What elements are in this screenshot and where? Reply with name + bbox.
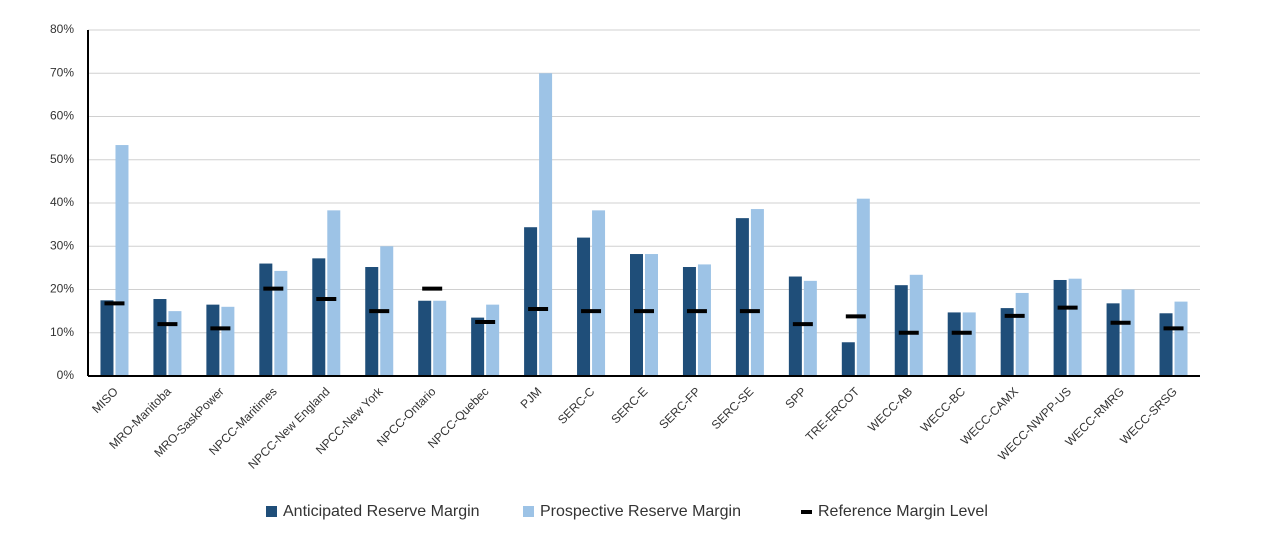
legend-label: Reference Margin Level [818, 503, 988, 520]
bar [947, 312, 961, 376]
bar [433, 300, 447, 376]
bar [803, 280, 817, 376]
bar [1000, 308, 1014, 376]
bar [486, 304, 500, 376]
bar [682, 267, 696, 376]
bar [259, 263, 273, 376]
legend-swatch [523, 506, 534, 517]
y-tick-label: 60% [50, 109, 74, 123]
x-tick-label: SERC-C [555, 384, 598, 427]
bar [418, 300, 432, 376]
bar [1121, 289, 1135, 376]
bar [894, 285, 908, 376]
bar [1106, 303, 1120, 376]
x-tick-label: MISO [89, 384, 121, 416]
bar [365, 267, 379, 376]
bar [1068, 278, 1082, 376]
y-tick-label: 30% [50, 238, 74, 252]
bar [327, 210, 341, 376]
bar [577, 237, 591, 376]
x-tick-label: WECC-BC [918, 384, 969, 435]
x-tick-label: SPP [782, 384, 809, 411]
y-tick-label: 40% [50, 195, 74, 209]
y-tick-label: 20% [50, 282, 74, 296]
bar [274, 270, 288, 376]
bar [115, 145, 129, 376]
bar [471, 317, 485, 376]
bar [750, 209, 764, 376]
y-tick-label: 50% [50, 152, 74, 166]
x-tick-label: TRE-ERCOT [803, 384, 863, 444]
y-tick-label: 0% [57, 368, 75, 382]
bar [962, 312, 976, 376]
bar [100, 300, 114, 376]
x-tick-label: SERC-E [608, 384, 650, 426]
bar [592, 210, 606, 376]
bar [645, 254, 658, 376]
bar [1053, 279, 1067, 376]
x-tick-label: WECC-AB [865, 384, 915, 434]
y-tick-label: 10% [50, 325, 74, 339]
bar [697, 264, 711, 376]
bar [1015, 292, 1029, 376]
x-tick-label: PJM [518, 384, 545, 411]
bar [1159, 313, 1173, 376]
bar [153, 299, 167, 376]
y-tick-label: 70% [50, 65, 74, 79]
bar [856, 198, 870, 376]
legend-label: Prospective Reserve Margin [540, 503, 741, 520]
x-tick-label: WECC-SRSG [1117, 384, 1180, 447]
bar [312, 258, 326, 376]
bar [630, 254, 643, 376]
legend-swatch [266, 506, 277, 517]
y-tick-label: 80% [50, 22, 74, 36]
x-tick-label: SERC-SE [709, 384, 757, 432]
bar [788, 276, 802, 376]
x-tick-label: SERC-FP [656, 384, 703, 431]
bar [539, 73, 553, 376]
legend-label: Anticipated Reserve Margin [283, 503, 480, 520]
bar [168, 311, 182, 376]
bar [841, 342, 855, 376]
bar [524, 227, 538, 376]
bar [735, 218, 749, 376]
bar [909, 274, 923, 376]
bar [221, 306, 235, 376]
bar [1174, 301, 1188, 376]
bar [206, 304, 220, 376]
